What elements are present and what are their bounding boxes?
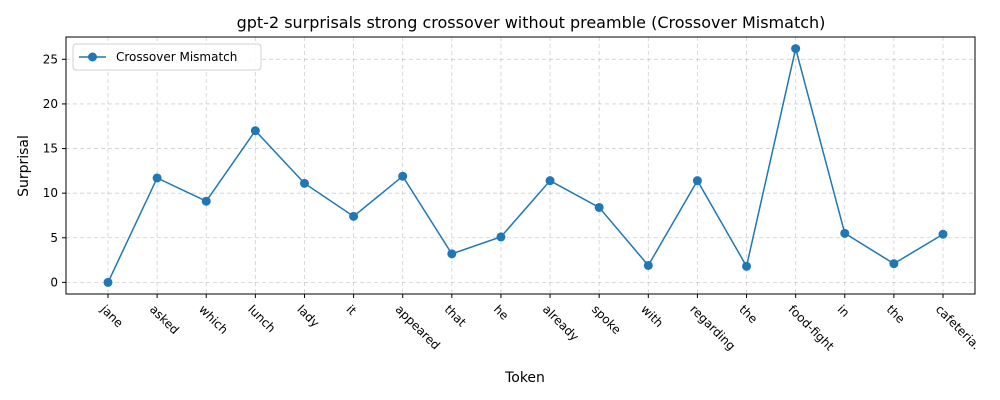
legend-label: Crossover Mismatch [116, 50, 237, 64]
series-line-layer [107, 48, 944, 283]
y-tick-label: 10 [43, 186, 58, 200]
y-tick-label: 5 [50, 231, 58, 245]
x-tick-label: food-fight [786, 302, 837, 353]
data-point [742, 261, 752, 271]
x-tick-label: spoke [589, 302, 624, 337]
data-point [496, 232, 506, 242]
series-line [107, 48, 944, 283]
data-point [447, 249, 457, 259]
y-tick-label: 25 [43, 52, 58, 66]
x-tick-label: which [196, 302, 231, 337]
data-point [152, 173, 162, 183]
x-tick-label: he [491, 302, 512, 323]
x-tick-label: cafeteria. [933, 302, 983, 352]
data-point [103, 277, 113, 287]
series-points [103, 44, 948, 287]
data-point [250, 126, 260, 136]
y-axis-ticks: 0 5 10 15 20 25 [43, 52, 66, 289]
data-point [643, 260, 653, 270]
data-point [398, 171, 408, 181]
x-tick-label: lunch [245, 302, 278, 335]
y-tick-label: 15 [43, 142, 58, 156]
plot-frame [65, 36, 976, 295]
y-tick-label: 20 [43, 97, 58, 111]
data-point [938, 229, 948, 239]
y-axis-label: Surprisal [16, 135, 32, 197]
legend-marker [88, 52, 97, 62]
data-point [545, 176, 555, 186]
x-tick-label: it [343, 302, 359, 318]
data-point [201, 196, 211, 206]
data-point [594, 202, 604, 212]
x-tick-label: the [884, 302, 908, 326]
x-tick-label: in [835, 302, 853, 320]
x-tick-label: regarding [687, 302, 738, 353]
data-point [349, 211, 359, 221]
data-point [840, 228, 850, 238]
data-point [692, 176, 702, 186]
x-tick-label: lady [294, 302, 322, 330]
legend-box [72, 43, 262, 71]
x-tick-label: already [540, 302, 582, 344]
y-tick-label: 0 [50, 275, 58, 289]
data-point [889, 259, 899, 269]
x-tick-label: jane [97, 302, 126, 331]
legend: Crossover Mismatch [72, 43, 262, 71]
x-tick-label: appeared [393, 302, 443, 352]
x-tick-label: with [638, 302, 666, 330]
x-tick-label: asked [147, 302, 182, 337]
x-tick-label: that [442, 302, 469, 329]
chart-title: gpt-2 surprisals strong crossover withou… [237, 13, 826, 32]
data-point [299, 178, 309, 188]
data-point [791, 44, 801, 54]
grid [66, 37, 975, 294]
x-tick-label: the [736, 302, 760, 326]
x-axis-label: Token [504, 370, 545, 386]
